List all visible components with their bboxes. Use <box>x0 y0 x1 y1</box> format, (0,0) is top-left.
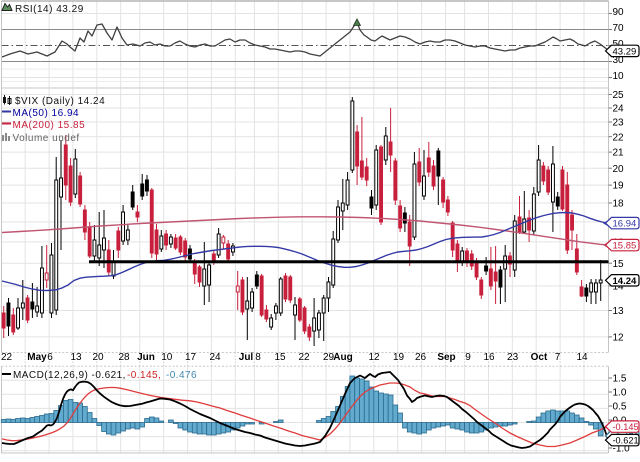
svg-text:MA(200) 15.85: MA(200) 15.85 <box>13 120 86 131</box>
svg-text:15.85: 15.85 <box>613 241 637 252</box>
svg-text:10: 10 <box>613 71 625 82</box>
svg-text:Aug: Aug <box>333 352 352 363</box>
svg-text:30: 30 <box>613 55 625 66</box>
svg-text:28: 28 <box>118 352 130 363</box>
svg-text:9: 9 <box>465 352 471 363</box>
svg-text:1.5: 1.5 <box>613 374 627 385</box>
svg-text:19: 19 <box>393 352 405 363</box>
svg-text:7: 7 <box>555 352 561 363</box>
svg-text:12: 12 <box>613 333 625 344</box>
svg-text:10: 10 <box>161 352 173 363</box>
svg-text:90: 90 <box>613 7 625 18</box>
svg-text:-0.621: -0.621 <box>613 436 639 446</box>
svg-text:25: 25 <box>613 90 625 101</box>
svg-text:Oct: Oct <box>531 352 548 363</box>
svg-text:$VIX (Daily) 14.24: $VIX (Daily) 14.24 <box>15 96 105 107</box>
svg-text:Volume undef: Volume undef <box>13 133 80 144</box>
svg-text:14.24: 14.24 <box>613 276 637 287</box>
svg-text:MA(50) 16.94: MA(50) 16.94 <box>13 108 80 119</box>
svg-text:70: 70 <box>613 23 625 34</box>
svg-text:22: 22 <box>1 352 13 363</box>
svg-text:29: 29 <box>323 352 335 363</box>
svg-text:14: 14 <box>613 282 625 293</box>
svg-text:24: 24 <box>613 104 625 115</box>
svg-text:20: 20 <box>92 352 104 363</box>
svg-text:MACD(12,26,9) -0.621,: MACD(12,26,9) -0.621, <box>13 370 126 381</box>
svg-text:15: 15 <box>274 352 286 363</box>
svg-text:43.29: 43.29 <box>613 46 637 57</box>
svg-text:22: 22 <box>613 132 625 143</box>
svg-text:Jun: Jun <box>137 352 155 363</box>
svg-text:23: 23 <box>507 352 519 363</box>
svg-text:18: 18 <box>613 199 625 210</box>
svg-text:24: 24 <box>209 352 221 363</box>
svg-text:-0.476: -0.476 <box>166 370 197 381</box>
svg-text:13: 13 <box>613 306 625 317</box>
svg-text:21: 21 <box>613 148 625 159</box>
svg-text:17: 17 <box>185 352 197 363</box>
svg-text:15: 15 <box>613 259 625 270</box>
svg-text:20: 20 <box>613 164 625 175</box>
svg-text:8: 8 <box>255 352 261 363</box>
svg-text:-1.0: -1.0 <box>613 444 631 455</box>
svg-text:26: 26 <box>415 352 427 363</box>
svg-text:16: 16 <box>483 352 495 363</box>
svg-text:12: 12 <box>368 352 380 363</box>
svg-text:19: 19 <box>613 181 625 192</box>
svg-text:-0.145: -0.145 <box>613 422 639 432</box>
svg-text:22: 22 <box>298 352 310 363</box>
svg-text:Sep: Sep <box>437 352 455 363</box>
svg-text:Jul: Jul <box>239 352 254 363</box>
svg-text:1.0: 1.0 <box>613 388 627 399</box>
svg-text:RSI(14) 43.29: RSI(14) 43.29 <box>15 4 84 15</box>
svg-text:13: 13 <box>70 352 82 363</box>
svg-text:50: 50 <box>613 39 625 50</box>
svg-text:0.5: 0.5 <box>613 402 627 413</box>
svg-text:23: 23 <box>613 118 625 129</box>
svg-text:6: 6 <box>47 352 53 363</box>
svg-text:16.94: 16.94 <box>613 219 637 230</box>
svg-text:May: May <box>27 352 47 363</box>
svg-text:14: 14 <box>576 352 588 363</box>
svg-text:-0.145,: -0.145, <box>127 370 161 381</box>
